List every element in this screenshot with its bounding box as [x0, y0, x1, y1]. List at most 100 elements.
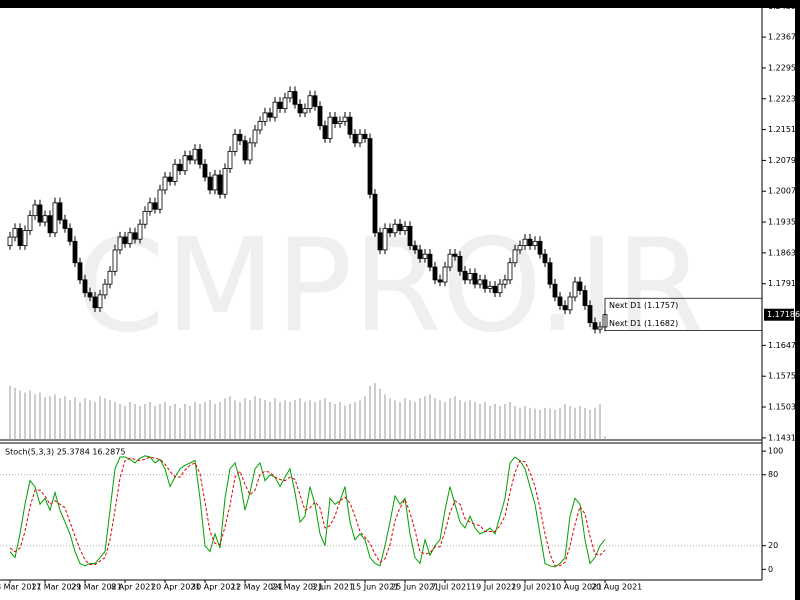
- candle-body: [52, 202, 58, 234]
- candle-body: [577, 281, 583, 291]
- candle-body: [597, 326, 603, 330]
- candle-body: [77, 262, 83, 281]
- candle-body: [17, 228, 23, 247]
- candle-body: [507, 262, 513, 281]
- y-tick-label: 1.22230: [768, 94, 800, 103]
- candle-body: [317, 106, 323, 127]
- x-tick-label: 12 May 2021: [231, 583, 283, 592]
- candle-body: [437, 279, 443, 283]
- y-tick-label: 1.21510: [768, 125, 800, 134]
- candle-body: [412, 245, 418, 251]
- candle-body: [462, 270, 468, 281]
- candle-body: [327, 116, 333, 139]
- candle-body: [417, 249, 423, 259]
- candle-body: [267, 112, 273, 118]
- x-tick-label: 30 Apr 2021: [191, 583, 240, 592]
- candle-body: [277, 101, 283, 110]
- candle-body: [257, 121, 263, 131]
- candle-body: [292, 91, 298, 105]
- candle-body: [582, 290, 588, 306]
- candle-body: [402, 225, 408, 232]
- candle-body: [107, 270, 113, 285]
- y-tick-label: 1.18630: [768, 248, 800, 257]
- candle-body: [127, 232, 133, 244]
- x-tick-label: 15 Jun 2021: [351, 583, 399, 592]
- candle-body: [547, 262, 553, 285]
- candle-body: [82, 279, 88, 294]
- candle-body: [232, 133, 238, 152]
- candle-body: [7, 236, 13, 247]
- candle-body: [112, 249, 118, 272]
- candle-body: [297, 103, 303, 114]
- candle-body: [67, 228, 73, 242]
- candle-body: [432, 266, 438, 281]
- candle-body: [387, 228, 393, 234]
- candle-body: [192, 148, 198, 161]
- x-tick-label: 19 Jul 2021: [471, 583, 516, 592]
- candle-body: [382, 228, 388, 251]
- y-tick-label: 1.15750: [768, 372, 800, 381]
- candle-body: [197, 148, 203, 165]
- candle-body: [357, 133, 363, 144]
- candle-body: [272, 101, 278, 118]
- candle-body: [532, 240, 538, 247]
- candle-body: [567, 296, 573, 311]
- x-tick-label: 29 Jul 2021: [511, 583, 556, 592]
- candle-body: [22, 230, 28, 247]
- candle-body: [42, 215, 48, 223]
- stochastic-line: [9, 455, 606, 568]
- candle-body: [177, 163, 183, 172]
- candle-body: [332, 116, 338, 124]
- candle-body: [142, 210, 148, 225]
- candle-body: [592, 322, 598, 330]
- candle-body: [287, 91, 293, 99]
- candle-body: [502, 279, 508, 285]
- y-tick-label: 1.20070: [768, 187, 800, 196]
- candle-body: [522, 238, 528, 247]
- candle-body: [217, 174, 223, 195]
- x-tick-label: 20 Apr 2021: [151, 583, 200, 592]
- candle-body: [102, 283, 108, 296]
- candle-body: [517, 245, 523, 251]
- candle-body: [557, 296, 563, 306]
- y-tick-label: 1.15030: [768, 403, 800, 412]
- candle-body: [32, 204, 38, 217]
- x-tick-label: 10 Aug 2021: [551, 583, 602, 592]
- y-tick-label: 0: [768, 565, 773, 574]
- stochastic-line: [9, 456, 606, 567]
- candle-body: [422, 253, 428, 259]
- candle-body: [92, 296, 98, 309]
- candle-body: [587, 305, 593, 324]
- candle-body: [222, 168, 228, 195]
- y-tick-label: 20: [768, 541, 778, 550]
- candle-body: [307, 95, 313, 110]
- candle-body: [347, 116, 353, 135]
- candle-body: [242, 140, 248, 161]
- candle-body: [72, 240, 78, 264]
- candle-body: [122, 236, 128, 244]
- candle-body: [162, 176, 168, 191]
- candle-body: [172, 163, 178, 182]
- candle-body: [282, 97, 288, 110]
- x-tick-label: 24 May 2021: [271, 583, 323, 592]
- candle-body: [132, 232, 138, 240]
- current-price-box: [764, 308, 794, 321]
- candle-body: [167, 176, 173, 182]
- y-tick-label: 1.16470: [768, 341, 800, 350]
- candle-body: [492, 285, 498, 294]
- candle-body: [427, 253, 433, 268]
- x-tick-label: 8 Apr 2021: [111, 583, 155, 592]
- candle-body: [207, 176, 213, 191]
- candle-body: [312, 95, 318, 107]
- candle-body: [182, 155, 188, 172]
- candle-body: [57, 202, 63, 221]
- candle-body: [457, 255, 463, 272]
- candle-body: [572, 281, 578, 298]
- candle-body: [237, 133, 243, 142]
- x-tick-label: 25 Jun 2021: [391, 583, 439, 592]
- candle-body: [37, 204, 43, 223]
- candle-body: [497, 283, 503, 294]
- y-tick-label: 100: [768, 447, 783, 456]
